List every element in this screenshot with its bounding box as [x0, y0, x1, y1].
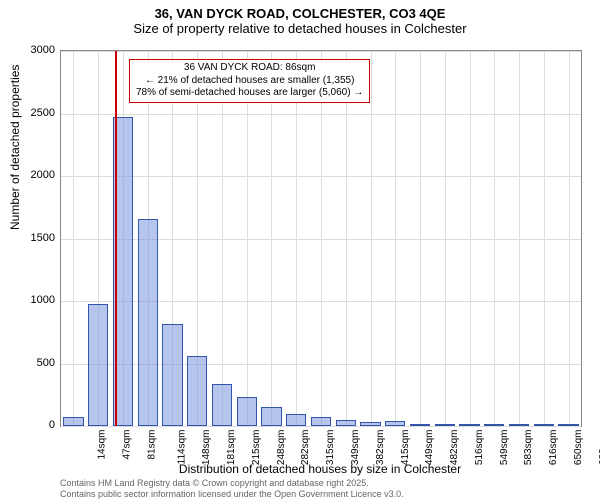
chart-title-sub: Size of property relative to detached ho…	[0, 21, 600, 40]
histogram-bar	[212, 384, 232, 427]
ytick-label: 0	[10, 419, 55, 431]
xtick-label: 47sqm	[122, 430, 133, 460]
gridline-v	[494, 51, 495, 426]
xtick-label: 14sqm	[97, 430, 108, 460]
property-marker-line	[115, 51, 117, 426]
xtick-label: 415sqm	[400, 430, 411, 466]
annotation-line: ← 21% of detached houses are smaller (1,…	[136, 75, 363, 88]
gridline-v	[395, 51, 396, 426]
histogram-bar	[88, 304, 108, 427]
gridline-v	[519, 51, 520, 426]
histogram-bar	[237, 397, 257, 426]
xtick-label: 650sqm	[573, 430, 584, 466]
annotation-box: 36 VAN DYCK ROAD: 86sqm← 21% of detached…	[129, 59, 370, 103]
xtick-label: 549sqm	[499, 430, 510, 466]
gridline-v	[569, 51, 570, 426]
histogram-bar	[187, 356, 207, 426]
histogram-bar	[435, 424, 455, 426]
xtick-label: 148sqm	[202, 430, 213, 466]
ytick-label: 2000	[10, 169, 55, 181]
gridline-v	[346, 51, 347, 426]
histogram-bar	[336, 420, 356, 426]
ytick-label: 3000	[10, 44, 55, 56]
gridline-v	[371, 51, 372, 426]
ytick-label: 500	[10, 357, 55, 369]
histogram-bar	[484, 424, 504, 426]
annotation-line: 78% of semi-detached houses are larger (…	[136, 87, 363, 100]
gridline-v	[222, 51, 223, 426]
gridline-v	[271, 51, 272, 426]
ytick-label: 1000	[10, 294, 55, 306]
histogram-bar	[558, 424, 578, 426]
xtick-label: 215sqm	[251, 430, 262, 466]
gridline-v	[321, 51, 322, 426]
x-axis-label: Distribution of detached houses by size …	[60, 462, 580, 476]
histogram-bar	[63, 417, 83, 426]
histogram-bar	[385, 421, 405, 426]
annotation-line: 36 VAN DYCK ROAD: 86sqm	[136, 62, 363, 75]
histogram-bar	[261, 407, 281, 426]
y-axis-label: Number of detached properties	[8, 65, 22, 230]
gridline-v	[420, 51, 421, 426]
histogram-bar	[509, 424, 529, 426]
histogram-bar	[286, 414, 306, 427]
plot-area: 36 VAN DYCK ROAD: 86sqm← 21% of detached…	[60, 50, 582, 427]
gridline-v	[296, 51, 297, 426]
footer-attribution: Contains HM Land Registry data © Crown c…	[60, 478, 404, 500]
xtick-label: 248sqm	[276, 430, 287, 466]
xtick-label: 449sqm	[424, 430, 435, 466]
histogram-bar	[311, 417, 331, 426]
gridline-v	[470, 51, 471, 426]
xtick-label: 114sqm	[176, 430, 187, 465]
histogram-bar	[410, 424, 430, 427]
histogram-bar	[459, 424, 479, 426]
chart-title-main: 36, VAN DYCK ROAD, COLCHESTER, CO3 4QE	[0, 0, 600, 21]
xtick-label: 583sqm	[523, 430, 534, 466]
xtick-label: 482sqm	[449, 430, 460, 466]
footer-line-1: Contains HM Land Registry data © Crown c…	[60, 478, 404, 489]
xtick-label: 282sqm	[301, 430, 312, 466]
xtick-label: 349sqm	[350, 430, 361, 466]
chart-container: 36, VAN DYCK ROAD, COLCHESTER, CO3 4QE S…	[0, 0, 600, 500]
ytick-label: 2500	[10, 107, 55, 119]
histogram-bar	[534, 424, 554, 426]
histogram-bar	[360, 422, 380, 426]
xtick-label: 382sqm	[375, 430, 386, 466]
xtick-label: 181sqm	[226, 430, 237, 466]
xtick-label: 81sqm	[146, 430, 157, 460]
gridline-v	[73, 51, 74, 426]
histogram-bar	[162, 324, 182, 427]
ytick-label: 1500	[10, 232, 55, 244]
gridline-v	[544, 51, 545, 426]
footer-line-2: Contains public sector information licen…	[60, 489, 404, 500]
xtick-label: 516sqm	[474, 430, 485, 466]
gridline-v	[445, 51, 446, 426]
gridline-h	[61, 426, 581, 427]
xtick-label: 616sqm	[548, 430, 559, 466]
histogram-bar	[138, 219, 158, 427]
xtick-label: 315sqm	[325, 430, 336, 466]
gridline-v	[247, 51, 248, 426]
